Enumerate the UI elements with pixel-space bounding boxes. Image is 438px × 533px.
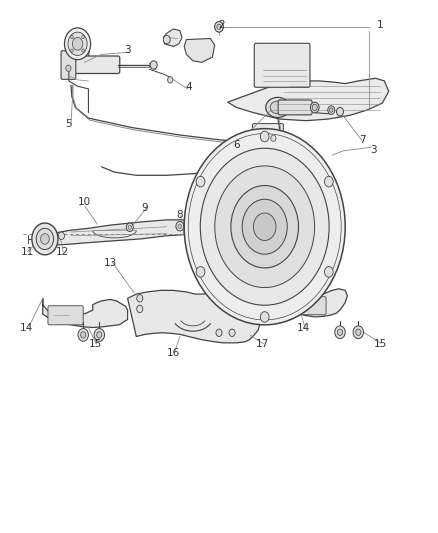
Circle shape	[32, 223, 58, 255]
FancyBboxPatch shape	[278, 100, 312, 115]
Circle shape	[137, 305, 143, 313]
Circle shape	[231, 185, 299, 268]
FancyBboxPatch shape	[48, 306, 83, 325]
Circle shape	[137, 295, 143, 302]
Text: 10: 10	[78, 197, 91, 207]
Text: 12: 12	[56, 247, 69, 257]
Circle shape	[81, 332, 86, 338]
Circle shape	[128, 225, 131, 229]
FancyBboxPatch shape	[253, 124, 283, 140]
Circle shape	[72, 37, 83, 50]
Ellipse shape	[270, 101, 286, 114]
Text: 4: 4	[185, 82, 192, 92]
Text: 5: 5	[66, 119, 72, 130]
Circle shape	[196, 266, 205, 277]
Polygon shape	[43, 298, 127, 327]
Circle shape	[312, 104, 318, 111]
Circle shape	[71, 36, 73, 39]
Circle shape	[356, 329, 361, 335]
Circle shape	[82, 49, 85, 52]
Text: 14: 14	[20, 323, 33, 333]
Circle shape	[329, 108, 333, 112]
FancyBboxPatch shape	[66, 43, 89, 62]
Text: 15: 15	[374, 339, 387, 349]
Text: 14: 14	[297, 323, 311, 333]
Polygon shape	[163, 29, 182, 46]
Circle shape	[168, 77, 173, 83]
Circle shape	[64, 28, 91, 60]
FancyBboxPatch shape	[64, 56, 120, 74]
Circle shape	[196, 176, 205, 187]
Circle shape	[260, 312, 269, 322]
Ellipse shape	[266, 98, 290, 117]
Text: 16: 16	[167, 349, 180, 359]
Circle shape	[68, 32, 87, 55]
Circle shape	[217, 24, 221, 29]
FancyBboxPatch shape	[254, 43, 310, 87]
Circle shape	[58, 232, 64, 239]
Text: 7: 7	[359, 135, 366, 146]
Text: 15: 15	[88, 339, 102, 349]
Circle shape	[78, 328, 88, 341]
Text: 6: 6	[233, 140, 240, 150]
Circle shape	[178, 224, 182, 228]
Polygon shape	[45, 220, 184, 245]
Circle shape	[260, 131, 269, 142]
Circle shape	[66, 65, 71, 71]
Polygon shape	[228, 78, 389, 120]
Polygon shape	[292, 289, 347, 317]
Circle shape	[337, 329, 343, 335]
Text: 8: 8	[177, 209, 183, 220]
Text: 1: 1	[377, 20, 383, 30]
Circle shape	[94, 328, 105, 341]
Circle shape	[82, 36, 85, 39]
Circle shape	[325, 266, 333, 277]
Polygon shape	[184, 38, 215, 62]
Circle shape	[311, 102, 319, 113]
Circle shape	[229, 329, 235, 336]
Circle shape	[271, 135, 276, 141]
Circle shape	[184, 128, 345, 325]
Circle shape	[242, 199, 287, 254]
Circle shape	[126, 223, 133, 231]
Circle shape	[328, 106, 335, 114]
Circle shape	[97, 332, 102, 338]
Circle shape	[41, 233, 49, 244]
Circle shape	[71, 49, 73, 52]
Circle shape	[336, 108, 343, 116]
Text: 17: 17	[256, 339, 269, 349]
Text: 9: 9	[142, 203, 148, 213]
Circle shape	[150, 61, 157, 69]
FancyBboxPatch shape	[61, 51, 76, 79]
Text: 3: 3	[370, 145, 377, 155]
Circle shape	[163, 35, 170, 44]
Circle shape	[254, 213, 276, 240]
Text: 11: 11	[21, 247, 34, 257]
Circle shape	[215, 166, 314, 287]
Circle shape	[216, 329, 222, 336]
FancyBboxPatch shape	[297, 297, 326, 315]
Text: 2: 2	[218, 20, 225, 30]
Circle shape	[335, 326, 345, 338]
Circle shape	[176, 221, 184, 231]
Text: 3: 3	[124, 45, 131, 55]
Circle shape	[188, 134, 341, 320]
Circle shape	[215, 21, 223, 32]
Circle shape	[353, 326, 364, 338]
Circle shape	[325, 176, 333, 187]
Text: 13: 13	[103, 259, 117, 268]
Circle shape	[200, 148, 329, 305]
Circle shape	[36, 228, 53, 249]
Polygon shape	[127, 290, 260, 343]
